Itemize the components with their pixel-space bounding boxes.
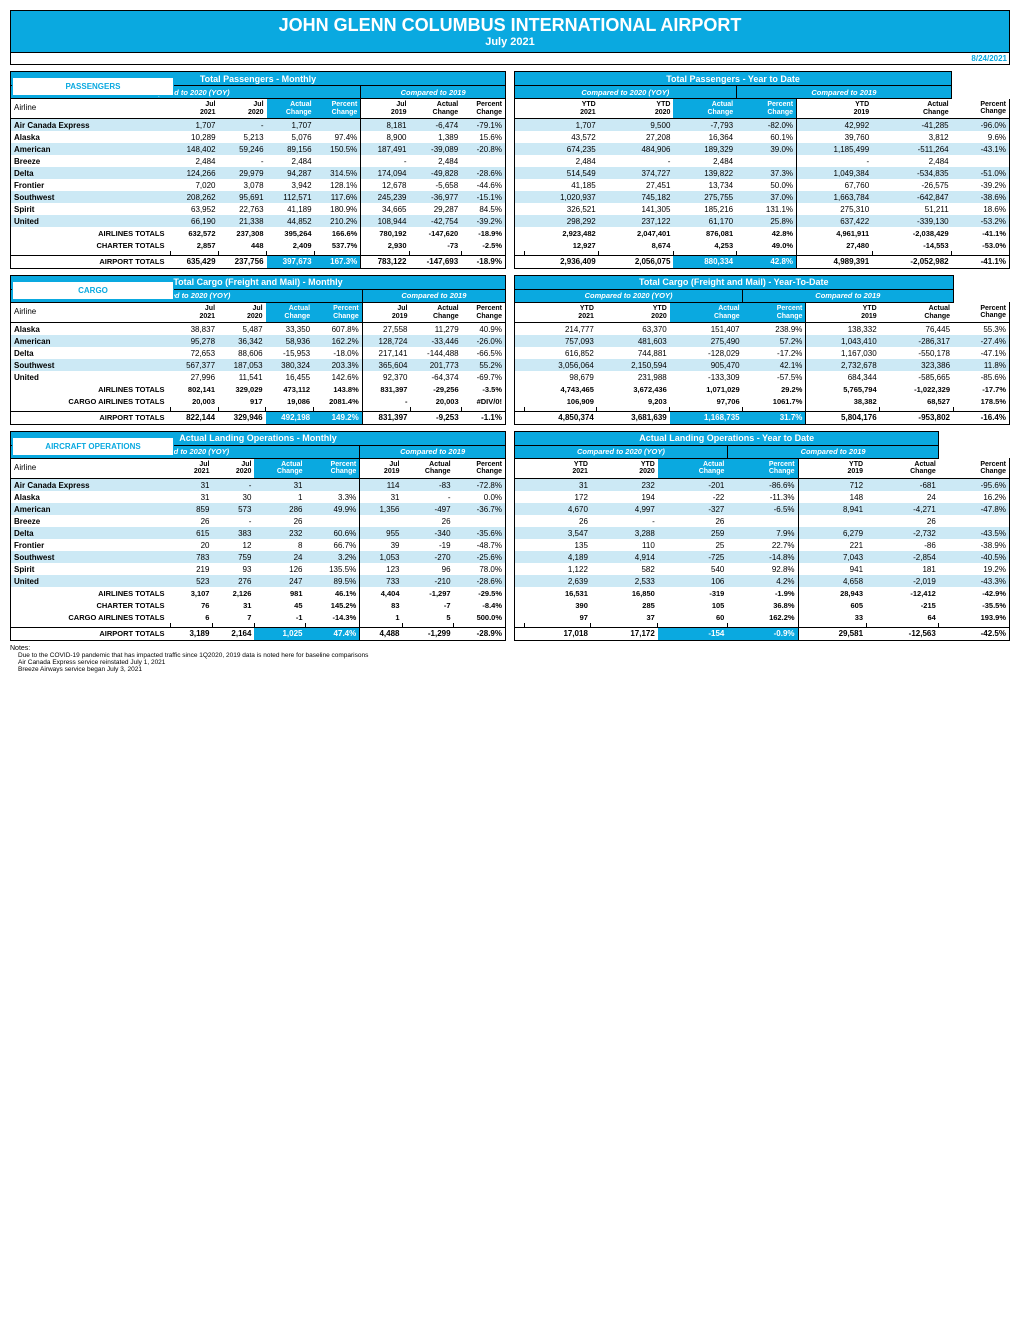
- section-passengers: PASSENGERS Total Passengers - Monthly Co…: [10, 71, 1010, 269]
- table-ops-monthly: Actual Landing Operations - Monthly Comp…: [10, 431, 506, 641]
- section-label-passengers: PASSENGERS: [12, 77, 174, 96]
- table-passengers-ytd: Total Passengers - Year to Date Compared…: [514, 71, 1010, 269]
- table-cargo-ytd: Total Cargo (Freight and Mail) - Year-To…: [514, 275, 1010, 425]
- report-title: JOHN GLENN COLUMBUS INTERNATIONAL AIRPOR…: [15, 15, 1005, 36]
- section-label-ops: AIRCRAFT OPERATIONS: [12, 437, 174, 456]
- section-cargo: CARGO Total Cargo (Freight and Mail) - M…: [10, 275, 1010, 425]
- report-header: JOHN GLENN COLUMBUS INTERNATIONAL AIRPOR…: [10, 10, 1010, 53]
- section-label-cargo: CARGO: [12, 281, 174, 300]
- report-subtitle: July 2021: [15, 36, 1005, 48]
- section-ops: AIRCRAFT OPERATIONS Actual Landing Opera…: [10, 431, 1010, 641]
- notes: Notes: Due to the COVID-19 pandemic that…: [10, 645, 1010, 673]
- report-date: 8/24/2021: [10, 53, 1010, 65]
- table-ops-ytd: Actual Landing Operations - Year to Date…: [514, 431, 1010, 641]
- table-passengers-monthly: Total Passengers - Monthly Compared to 2…: [10, 71, 506, 269]
